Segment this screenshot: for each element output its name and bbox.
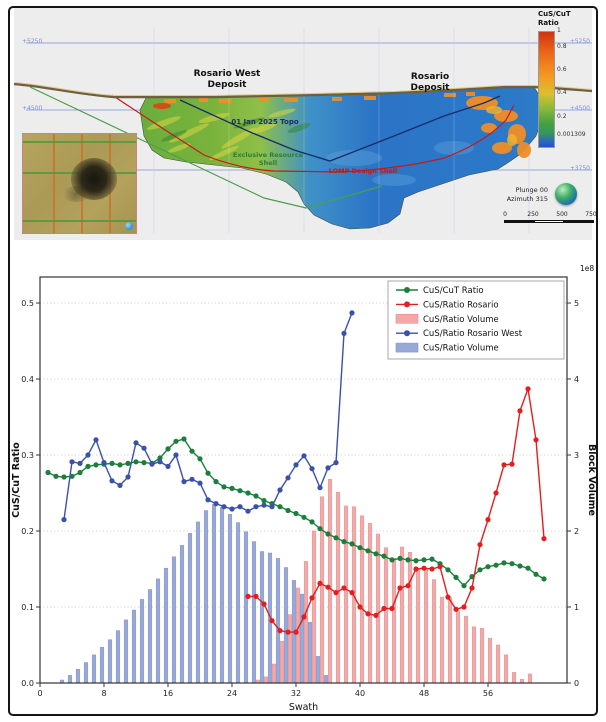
line-series-cus-ratio-rosario bbox=[245, 386, 547, 635]
svg-text:0.2: 0.2 bbox=[21, 527, 34, 536]
inset-gridline bbox=[53, 134, 55, 233]
rosario-deposit-label: Rosario Deposit bbox=[410, 72, 450, 93]
satellite-inset-map bbox=[22, 133, 137, 234]
svg-text:24: 24 bbox=[227, 689, 237, 698]
elevation-label-left-4500: +4500 bbox=[22, 105, 43, 112]
svg-text:40: 40 bbox=[355, 689, 365, 698]
svg-text:CuS/Ratio Rosario: CuS/Ratio Rosario bbox=[423, 300, 499, 310]
axes bbox=[36, 276, 571, 687]
colorbar-tick: 0.6 bbox=[557, 66, 567, 73]
svg-text:16: 16 bbox=[163, 689, 173, 698]
svg-text:1: 1 bbox=[574, 603, 579, 612]
swath-chart-panel: 0.0 0.1 0.2 0.3 0.4 0.5 0 1 2 3 4 5 0 8 16 24 32 40 48 56 Sw… bbox=[10, 251, 596, 713]
svg-text:1e8: 1e8 bbox=[580, 264, 594, 273]
svg-text:0.1: 0.1 bbox=[21, 603, 34, 612]
figure-frame: +5250 +4500 +5250 +4500 +3750 Rosario We… bbox=[8, 6, 598, 716]
svg-text:2: 2 bbox=[574, 527, 579, 536]
elevation-label-right-5250: +5250 bbox=[569, 38, 590, 45]
lomp-shell-label: LOMP Design Shell bbox=[328, 167, 398, 175]
svg-text:0.4: 0.4 bbox=[21, 375, 34, 384]
svg-text:4: 4 bbox=[574, 375, 579, 384]
svg-text:0.5: 0.5 bbox=[21, 299, 34, 308]
inset-gridline bbox=[23, 141, 136, 143]
original-topo-line bbox=[14, 82, 592, 99]
svg-text:CuS/CuT Ratio: CuS/CuT Ratio bbox=[423, 286, 484, 296]
svg-text:3: 3 bbox=[574, 451, 579, 460]
svg-text:0.0: 0.0 bbox=[21, 679, 34, 688]
elevation-label-right-4500: +4500 bbox=[569, 105, 590, 112]
legend: CuS/CuT Ratio CuS/Ratio Rosario CuS/Ratio … bbox=[387, 280, 565, 360]
svg-text:32: 32 bbox=[291, 689, 301, 698]
colorbar-tick: 1 bbox=[557, 27, 561, 34]
open-pit-feature bbox=[71, 158, 117, 200]
jan-2025-topo-label: 01 Jan 2025 Topo bbox=[231, 118, 299, 126]
scale-tick: 250 bbox=[527, 211, 539, 218]
colorbar-tick: 0.001309 bbox=[557, 131, 586, 138]
view-orientation-text: Plunge 00 Azimuth 315 bbox=[506, 186, 548, 203]
grade-model-body bbox=[139, 86, 544, 230]
line-series-cus-cut-ratio bbox=[45, 436, 547, 589]
pit-shadow bbox=[63, 186, 89, 202]
orientation-globe-icon bbox=[555, 183, 577, 205]
svg-text:0: 0 bbox=[37, 689, 42, 698]
svg-text:CuS/CuT Ratio: CuS/CuT Ratio bbox=[11, 442, 22, 518]
scale-segment bbox=[534, 220, 564, 223]
scale-segment bbox=[564, 220, 594, 223]
lomp-shell-line bbox=[111, 94, 515, 173]
colorbar-tick: 0.2 bbox=[557, 113, 567, 120]
scale-tick: 0 bbox=[503, 211, 507, 218]
scale-tick: 750 bbox=[585, 211, 597, 218]
resource-shell-line bbox=[29, 86, 383, 209]
elevation-label-left-5250: +5250 bbox=[22, 38, 43, 45]
svg-text:48: 48 bbox=[419, 689, 429, 698]
colorbar-title: CuS/CuT bbox=[538, 10, 571, 18]
geology-section-panel: +5250 +4500 +5250 +4500 +3750 Rosario We… bbox=[14, 8, 597, 240]
jan-2025-topo-line bbox=[179, 95, 501, 162]
grade-colorbar: CuS/CuT Ratio 1 0.8 0.6 0.4 0.2 0.001309 bbox=[530, 10, 592, 152]
scale-segment bbox=[504, 220, 534, 223]
tick-labels: 0.0 0.1 0.2 0.3 0.4 0.5 0 1 2 3 4 5 0 8 16 24 32 40 48 56 bbox=[21, 299, 579, 698]
colorbar-tick: 0.4 bbox=[557, 89, 567, 96]
svg-text:Swath: Swath bbox=[289, 702, 318, 713]
svg-text:Block Volume: Block Volume bbox=[586, 444, 596, 516]
bar-series-cus-ratio-volume bbox=[255, 479, 533, 684]
resource-shell-label: Exclusive Resource Shell bbox=[232, 151, 304, 167]
scale-tick: 500 bbox=[556, 211, 568, 218]
colorbar-gradient bbox=[538, 31, 555, 148]
svg-text:0.3: 0.3 bbox=[21, 451, 34, 460]
rosario-west-deposit-label: Rosario West Deposit bbox=[193, 69, 261, 90]
svg-text:5: 5 bbox=[574, 299, 579, 308]
inset-gridline bbox=[23, 220, 136, 222]
line-series-cus-ratio-rosario-west bbox=[61, 310, 355, 523]
axis-titles: Swath CuS/CuT Ratio Block Volume 1e8 bbox=[11, 264, 596, 713]
svg-text:CuS/Ratio Volume: CuS/Ratio Volume bbox=[423, 315, 499, 325]
colorbar-tick: 0.8 bbox=[557, 43, 567, 50]
svg-text:CuS/Ratio Volume: CuS/Ratio Volume bbox=[423, 344, 499, 354]
elevation-label-right-3750: +3750 bbox=[569, 165, 590, 172]
svg-text:56: 56 bbox=[483, 689, 493, 698]
scale-bar: 0 250 500 750 bbox=[503, 211, 597, 227]
svg-text:8: 8 bbox=[101, 689, 106, 698]
svg-text:CuS/Ratio Rosario West: CuS/Ratio Rosario West bbox=[423, 329, 523, 339]
svg-text:0: 0 bbox=[574, 679, 579, 688]
colorbar-title-2: Ratio bbox=[538, 19, 559, 27]
cross-section-drawing bbox=[14, 28, 592, 233]
inset-marker-icon bbox=[125, 222, 133, 230]
